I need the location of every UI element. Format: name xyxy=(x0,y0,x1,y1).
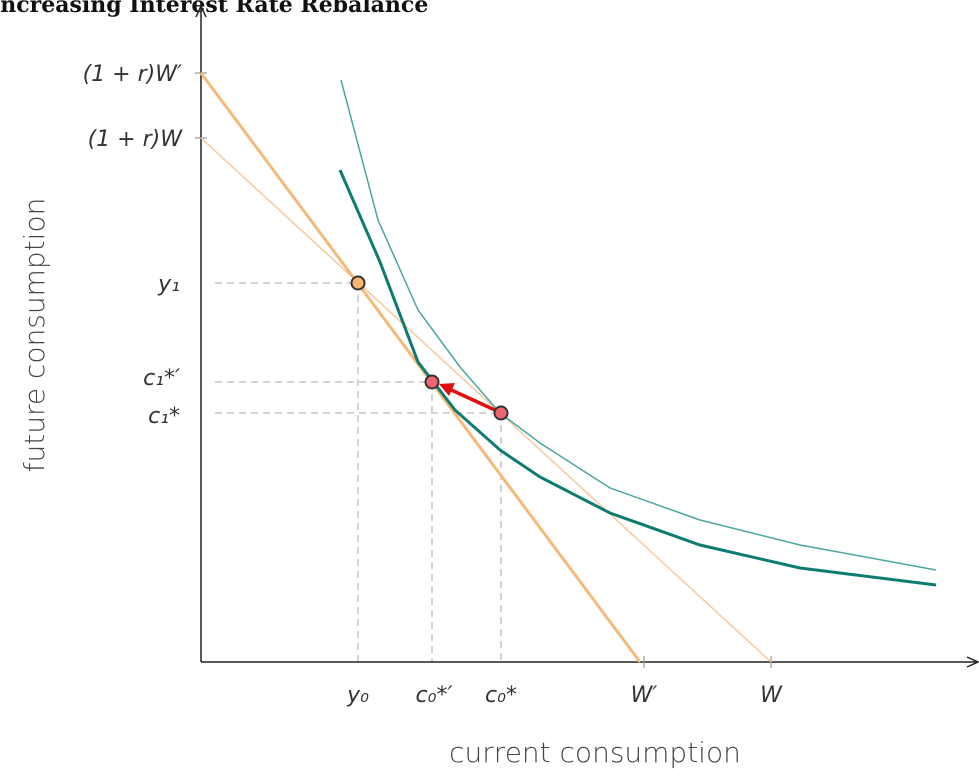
arrow-head xyxy=(439,383,455,396)
guides xyxy=(215,282,502,662)
axes xyxy=(195,4,979,668)
x-tick-label: W′ xyxy=(631,683,658,708)
endowment-point xyxy=(350,275,366,291)
x-tick-label: y₀ xyxy=(346,683,369,708)
y-tick-labels: (1 + r)W′ (1 + r)W y₁ c₁*′ c₁* xyxy=(83,62,184,429)
x-tick-label: W xyxy=(760,683,783,708)
title: Increasing Interest Rate Rebalance xyxy=(0,0,428,18)
x-tick-label: c₀* xyxy=(485,683,517,708)
y-tick-label: y₁ xyxy=(157,272,180,297)
indifference-curve-old xyxy=(340,79,937,571)
indifference-curve-new xyxy=(338,169,937,587)
shift-arrow xyxy=(446,386,498,413)
y-tick-label: (1 + r)W xyxy=(88,127,184,152)
x-tick-labels: y₀ c₀*′ c₀* W′ W xyxy=(346,683,783,708)
y-tick-label: c₁*′ xyxy=(143,366,180,391)
old-optimum xyxy=(493,405,509,421)
x-axis-label: current consumption xyxy=(449,736,741,769)
y-tick-label: (1 + r)W′ xyxy=(83,62,182,87)
y-axis-label: future consumption xyxy=(18,198,51,473)
x-tick-label: c₀*′ xyxy=(416,683,453,708)
budget-line-old xyxy=(200,137,772,663)
new-optimum xyxy=(424,374,440,390)
y-tick-label: c₁* xyxy=(148,404,180,429)
